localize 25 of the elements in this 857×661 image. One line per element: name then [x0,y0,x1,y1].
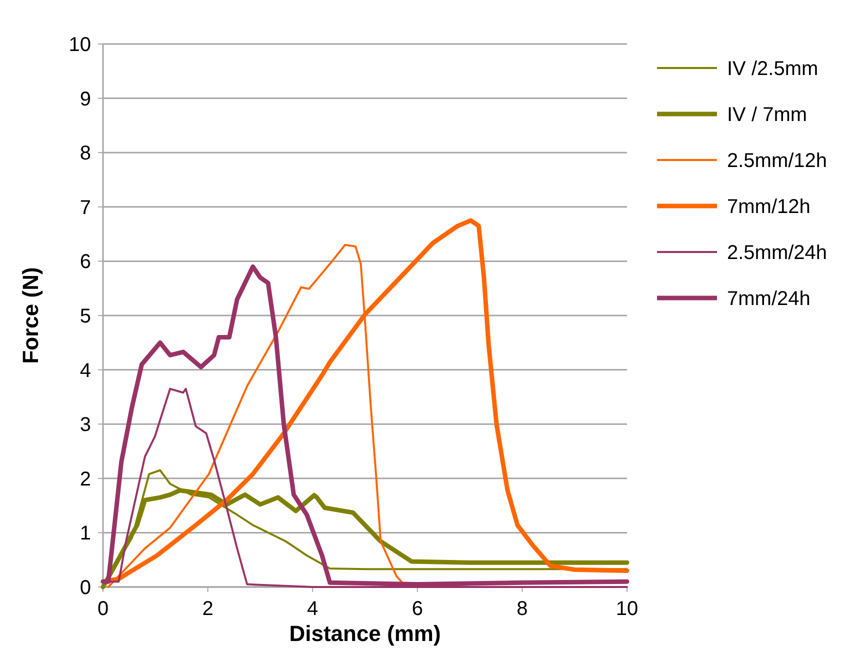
x-tick-label: 10 [616,598,638,620]
legend-label: 2.5mm/12h [727,150,828,172]
x-tick-label: 4 [307,598,318,620]
x-tick-label: 0 [97,598,109,620]
y-tick-label: 7 [80,196,91,219]
y-axis-title: Force (N) [18,267,43,364]
y-tick-label: 1 [80,522,91,545]
legend-label: IV /2.5mm [727,58,818,80]
y-tick-label: 3 [80,414,91,436]
y-tick-label: 4 [80,360,91,382]
x-tick-label: 6 [412,598,423,620]
y-tick-label: 8 [80,142,91,165]
y-tick-label: 10 [68,34,91,56]
x-axis-title: Distance (mm) [289,621,441,646]
legend-label: 2.5mm/24h [727,242,828,264]
y-tick-label: 9 [80,88,91,110]
legend-label: 7mm/24h [727,288,810,310]
x-tick-label: 8 [516,598,528,620]
y-tick-label: 5 [80,306,91,328]
legend-label: IV / 7mm [727,104,808,126]
y-tick-label: 0 [80,577,91,599]
x-tick-label: 2 [202,598,214,620]
y-tick-label: 2 [80,468,91,490]
legend-label: 7mm/12h [727,196,810,218]
y-tick-label: 6 [80,251,91,274]
